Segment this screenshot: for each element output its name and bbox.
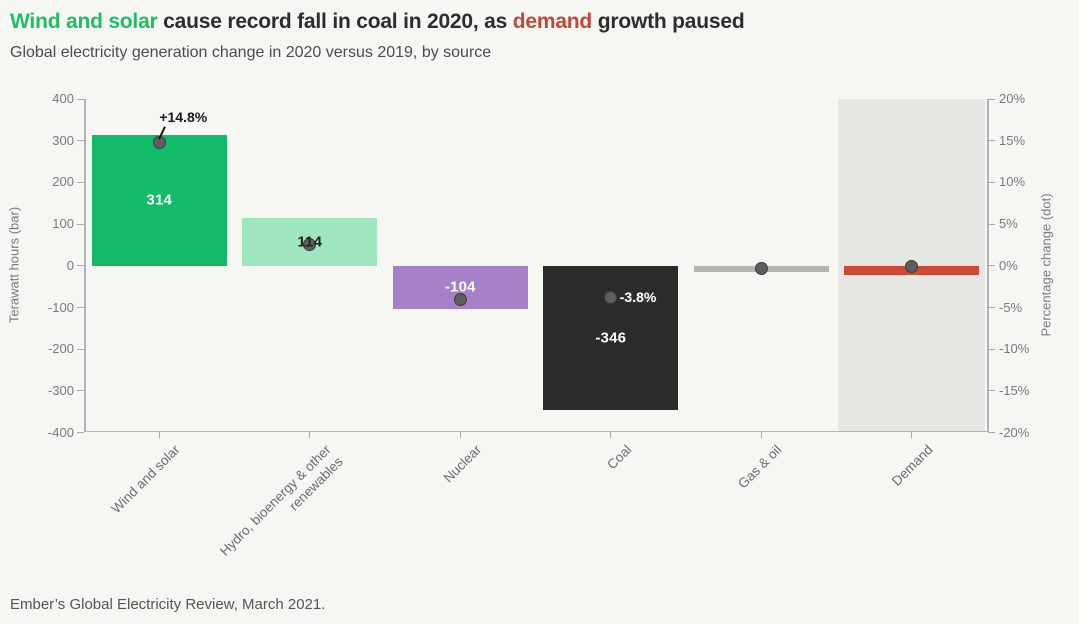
wind-pct-callout: +14.8% bbox=[159, 109, 208, 126]
right-axis-tick bbox=[988, 348, 995, 350]
bar-value-label: -346 bbox=[595, 329, 627, 347]
pct-dot-demand bbox=[905, 260, 919, 274]
left-axis-tick-label: 300 bbox=[52, 132, 74, 148]
x-category-label: Nuclear bbox=[440, 441, 484, 486]
x-category-label: Gas & oil bbox=[735, 441, 785, 491]
right-axis-tick bbox=[988, 98, 995, 100]
left-axis-tick bbox=[77, 98, 84, 100]
bar-value-label: 314 bbox=[146, 191, 173, 209]
left-axis-tick bbox=[77, 348, 84, 350]
left-axis-tick-label: -100 bbox=[47, 299, 74, 315]
x-category-label: Coal bbox=[604, 441, 635, 472]
left-axis-tick-label: 400 bbox=[52, 91, 74, 106]
x-axis-tick bbox=[459, 431, 461, 438]
left-axis-tick bbox=[77, 140, 84, 142]
x-category-label: Hydro, bioenergy & other renewables bbox=[216, 441, 346, 559]
x-axis-tick bbox=[610, 431, 612, 438]
chart-subtitle: Global electricity generation change in … bbox=[10, 44, 492, 61]
right-axis-tick bbox=[988, 432, 995, 434]
title-segment: demand bbox=[512, 10, 593, 33]
right-axis-tick bbox=[988, 140, 995, 142]
right-axis-tick-label: -5% bbox=[999, 299, 1023, 315]
right-axis-tick bbox=[988, 223, 995, 225]
right-axis-tick-label: 10% bbox=[999, 174, 1026, 190]
right-axis-tick-label: 20% bbox=[999, 91, 1026, 106]
left-axis-tick bbox=[77, 390, 84, 392]
right-axis-tick-label: -15% bbox=[999, 382, 1030, 398]
source-note: Ember’s Global Electricity Review, March… bbox=[10, 596, 326, 613]
right-axis-tick bbox=[988, 181, 995, 183]
left-axis-title: Terawatt hours (bar) bbox=[6, 206, 22, 324]
coal-pct-label: -3.8% bbox=[619, 289, 657, 306]
left-axis-tick bbox=[77, 223, 84, 225]
title-segment: Wind and solar bbox=[10, 10, 158, 33]
x-axis-tick bbox=[760, 431, 762, 438]
left-axis-tick-label: -400 bbox=[47, 424, 74, 440]
left-axis-tick-label: 200 bbox=[52, 174, 74, 190]
pct-dot-hydro bbox=[303, 238, 317, 252]
x-axis-line bbox=[84, 430, 989, 432]
x-axis-tick bbox=[158, 431, 160, 438]
right-axis-tick bbox=[988, 265, 995, 267]
pct-dot-coal bbox=[604, 290, 618, 304]
left-axis-tick-label: 100 bbox=[52, 216, 74, 232]
right-axis-tick-label: 0% bbox=[999, 257, 1018, 273]
pct-dot-nuclear bbox=[453, 292, 467, 306]
left-axis-tick bbox=[77, 181, 84, 183]
left-axis-tick-label: 0 bbox=[66, 257, 74, 273]
right-axis-line bbox=[987, 99, 989, 432]
title-segment: growth paused bbox=[592, 10, 745, 33]
title-segment: cause record fall in coal in 2020, as bbox=[157, 10, 513, 33]
right-axis-tick bbox=[988, 390, 995, 392]
bar-value-label: -104 bbox=[444, 278, 476, 296]
pct-dot-gas-oil bbox=[754, 261, 768, 275]
x-category-label: Wind and solar bbox=[108, 441, 183, 516]
right-axis-tick-label: -10% bbox=[999, 341, 1030, 357]
left-axis-tick bbox=[77, 265, 84, 267]
right-axis-tick bbox=[988, 307, 995, 308]
page-title: Wind and solar cause record fall in coal… bbox=[10, 10, 745, 34]
right-axis-tick-label: 5% bbox=[999, 216, 1018, 232]
bar-wind-and-solar bbox=[91, 134, 227, 266]
x-category-label: Demand bbox=[888, 441, 936, 489]
x-axis-tick bbox=[309, 431, 311, 438]
right-axis-title: Percentage change (dot) bbox=[1038, 193, 1054, 337]
bar-coal bbox=[543, 265, 679, 411]
right-axis-tick-label: -20% bbox=[999, 424, 1030, 440]
left-axis-line bbox=[84, 99, 86, 432]
left-axis-tick bbox=[77, 432, 84, 434]
left-axis-tick-label: -200 bbox=[47, 341, 74, 357]
left-axis-tick bbox=[77, 307, 84, 308]
bar-value-label: 114 bbox=[297, 233, 323, 251]
x-axis-tick bbox=[911, 431, 913, 438]
right-axis-tick-label: 15% bbox=[999, 132, 1026, 148]
left-axis-tick-label: -300 bbox=[47, 382, 74, 398]
